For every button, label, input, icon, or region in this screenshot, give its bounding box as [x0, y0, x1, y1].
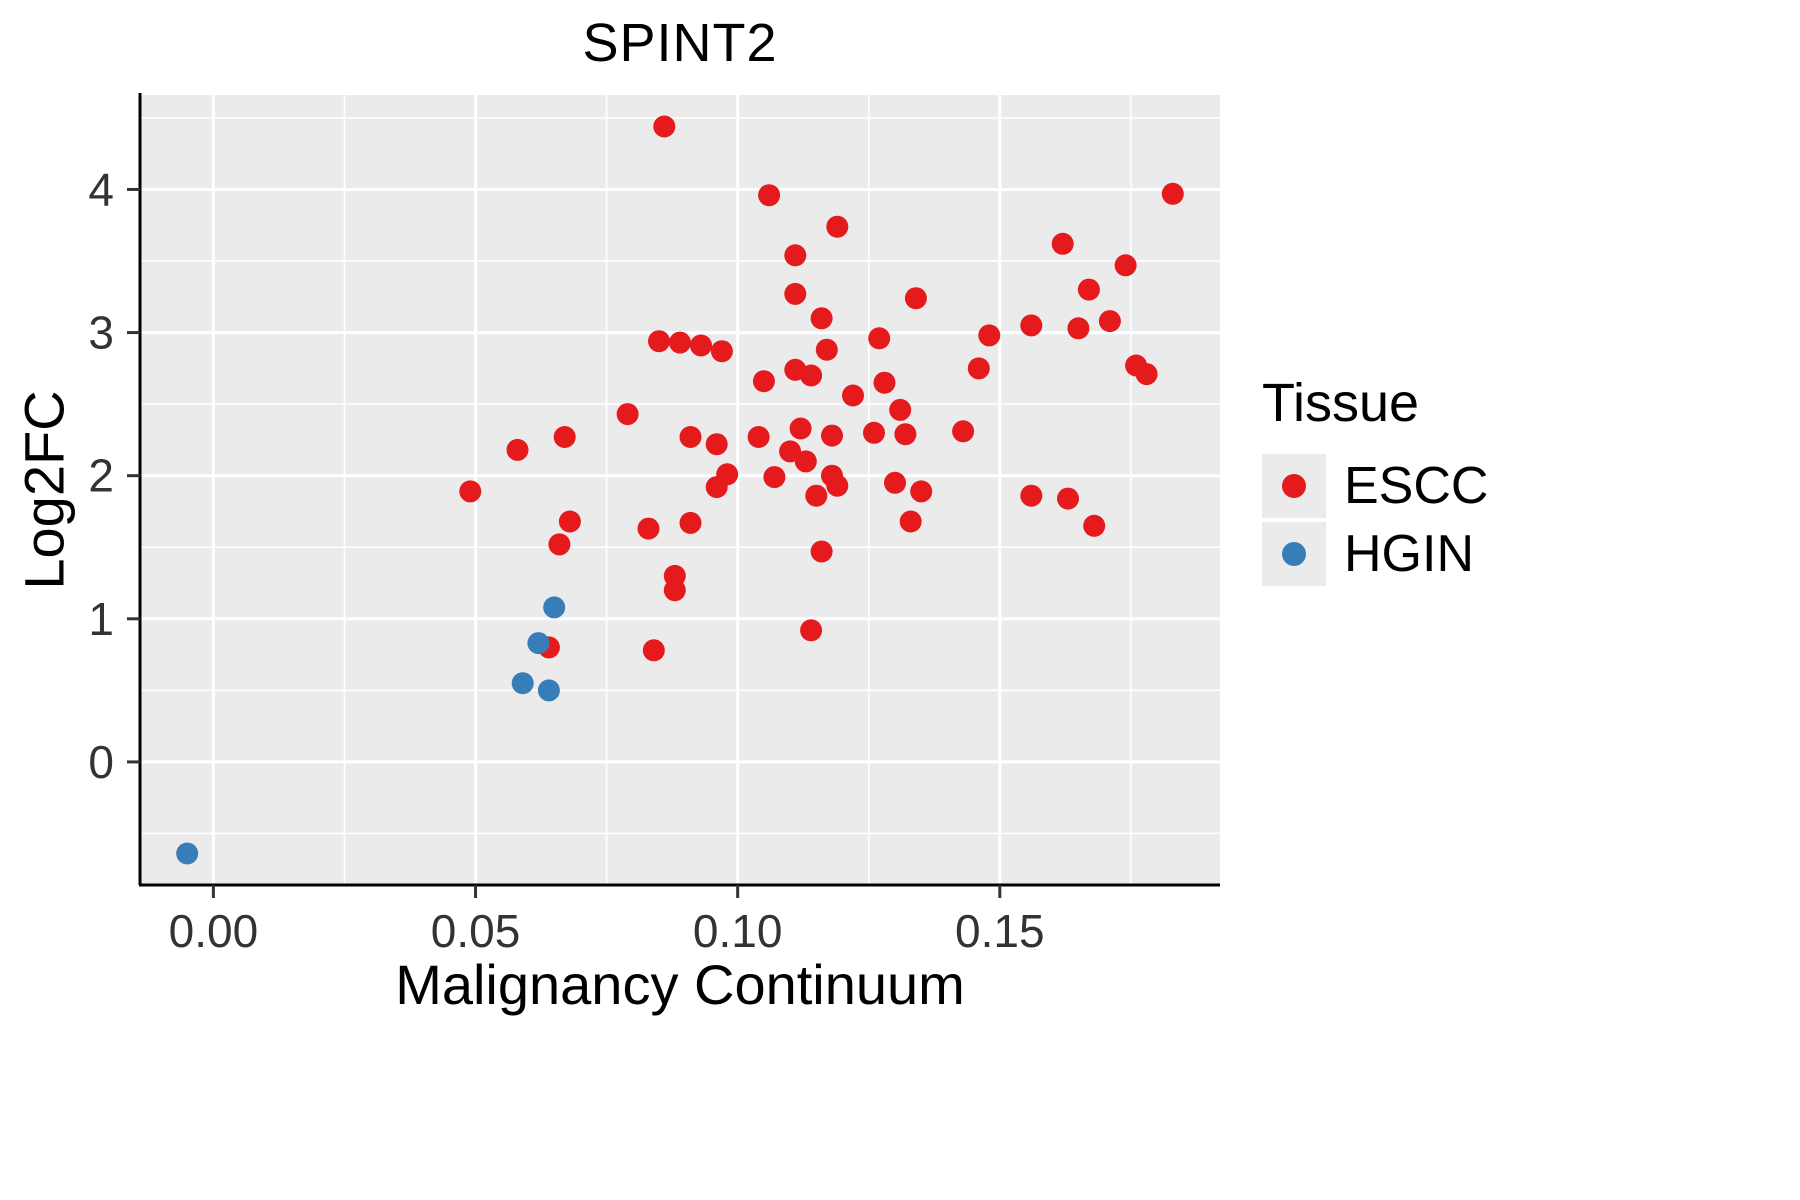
- data-point-ESCC: [784, 244, 807, 267]
- data-point-ESCC: [1057, 487, 1079, 510]
- data-point-ESCC: [1098, 310, 1121, 333]
- y-tick-label: 2: [88, 450, 114, 502]
- x-tick-label: 0.15: [955, 905, 1045, 957]
- data-point-ESCC: [553, 426, 576, 448]
- legend-label-hgin: HGIN: [1344, 525, 1474, 583]
- data-point-ESCC: [952, 420, 975, 443]
- data-point-ESCC: [800, 364, 823, 387]
- data-point-ESCC: [805, 484, 828, 507]
- data-point-ESCC: [1020, 484, 1043, 507]
- data-point-ESCC: [705, 476, 728, 499]
- data-point-ESCC: [863, 421, 885, 444]
- data-point-ESCC: [637, 517, 660, 540]
- data-point-ESCC: [910, 480, 933, 503]
- legend-label-escc: ESCC: [1344, 457, 1489, 515]
- data-point-ESCC: [663, 579, 686, 602]
- data-point-ESCC: [653, 115, 676, 138]
- data-point-ESCC: [459, 480, 482, 503]
- data-point-ESCC: [784, 282, 807, 305]
- data-point-ESCC: [1067, 317, 1090, 340]
- data-point-ESCC: [815, 338, 838, 361]
- data-point-HGIN: [176, 842, 199, 865]
- data-point-ESCC: [894, 423, 917, 446]
- data-point-ESCC: [789, 417, 812, 440]
- x-tick-label: 0.00: [169, 905, 259, 957]
- data-point-ESCC: [978, 324, 1001, 347]
- data-point-ESCC: [1161, 182, 1184, 205]
- x-tick-label: 0.05: [431, 905, 521, 957]
- legend-key-hgin: [1262, 522, 1326, 586]
- data-point-ESCC: [800, 619, 823, 642]
- data-point-HGIN: [527, 632, 550, 655]
- data-point-ESCC: [679, 426, 702, 448]
- data-point-ESCC: [669, 331, 691, 354]
- data-point-ESCC: [1083, 514, 1106, 537]
- data-point-ESCC: [779, 440, 802, 463]
- data-point-ESCC: [967, 357, 990, 380]
- data-point-ESCC: [873, 371, 896, 394]
- data-point-ESCC: [642, 639, 665, 662]
- data-point-ESCC: [899, 510, 922, 533]
- hgin-point-icon: [1282, 542, 1306, 566]
- data-point-ESCC: [1020, 314, 1043, 337]
- data-point-ESCC: [826, 474, 849, 497]
- data-point-ESCC: [826, 215, 849, 238]
- escc-point-icon: [1282, 474, 1306, 498]
- y-tick-label: 3: [88, 307, 114, 359]
- data-point-ESCC: [710, 340, 733, 363]
- data-point-ESCC: [884, 471, 906, 494]
- data-point-ESCC: [679, 511, 702, 534]
- data-point-ESCC: [648, 330, 670, 353]
- data-point-ESCC: [821, 424, 843, 447]
- y-tick-label: 0: [88, 736, 114, 788]
- data-point-ESCC: [758, 184, 781, 207]
- legend-entry-escc: ESCC: [1262, 454, 1488, 518]
- data-point-ESCC: [1135, 363, 1158, 386]
- data-point-ESCC: [904, 287, 927, 310]
- data-point-ESCC: [558, 510, 581, 533]
- y-tick-label: 4: [88, 163, 114, 215]
- data-point-ESCC: [842, 384, 864, 407]
- data-point-ESCC: [747, 426, 770, 448]
- legend-key-escc: [1262, 454, 1326, 518]
- data-point-ESCC: [1114, 254, 1137, 277]
- data-point-ESCC: [548, 533, 571, 556]
- data-point-HGIN: [537, 679, 560, 702]
- data-point-ESCC: [1077, 278, 1100, 301]
- data-point-ESCC: [763, 466, 786, 489]
- data-point-HGIN: [543, 596, 566, 619]
- data-point-ESCC: [506, 438, 529, 461]
- data-point-HGIN: [511, 672, 534, 695]
- data-point-ESCC: [690, 334, 712, 357]
- y-tick-label: 1: [88, 593, 114, 645]
- x-axis-label: Malignancy Continuum: [395, 953, 965, 1016]
- grid-minor: [140, 95, 1220, 885]
- legend-entry-hgin: HGIN: [1262, 522, 1488, 586]
- data-point-ESCC: [810, 540, 833, 563]
- tick-marks-and-labels: 0.00 0.05 0.10 0.15 0 1 2 3 4: [88, 163, 1044, 957]
- data-point-ESCC: [752, 370, 775, 393]
- panel-background: [140, 95, 1220, 885]
- x-tick-label: 0.10: [693, 905, 783, 957]
- data-point-ESCC: [889, 398, 912, 421]
- legend: Tissue ESCC HGIN: [1262, 372, 1488, 590]
- data-point-ESCC: [705, 433, 728, 456]
- data-point-ESCC: [1051, 232, 1074, 255]
- data-point-ESCC: [810, 307, 833, 330]
- plot-title: SPINT2: [582, 13, 778, 73]
- data-point-ESCC: [616, 403, 639, 426]
- axes: [138, 93, 1220, 887]
- points-ESCC: [459, 115, 1184, 662]
- data-point-ESCC: [794, 450, 817, 473]
- legend-title: Tissue: [1262, 373, 1420, 433]
- data-point-ESCC: [868, 327, 891, 350]
- points-HGIN: [176, 596, 566, 865]
